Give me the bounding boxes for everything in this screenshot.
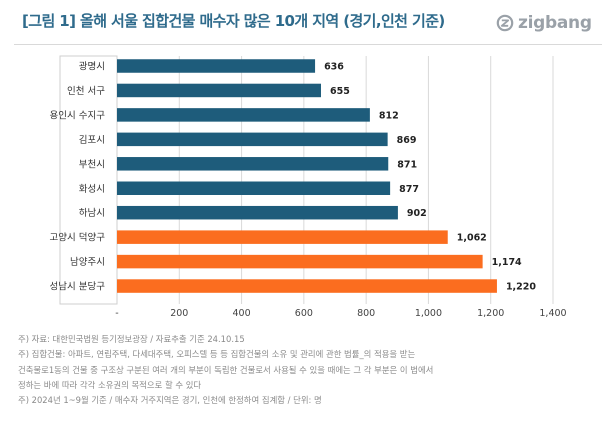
zigbang-logo-icon bbox=[496, 14, 514, 32]
footnote-definition: 주) 집합건물: 아파트, 연립주택, 다세대주택, 오피스텔 등 등 집합건물… bbox=[18, 349, 416, 360]
value-label-9: 1,220 bbox=[506, 282, 536, 293]
category-label-5: 화성시 bbox=[79, 184, 105, 195]
category-label-4: 부천시 bbox=[79, 159, 105, 170]
x-tick-label-3: 600 bbox=[295, 308, 313, 319]
category-label-8: 남양주시 bbox=[70, 257, 105, 268]
x-tick-label-5: 1,000 bbox=[415, 308, 442, 319]
value-label-1: 655 bbox=[330, 86, 350, 97]
bar-5 bbox=[117, 181, 391, 195]
category-label-9: 성남시 분당구 bbox=[50, 282, 106, 293]
value-label-0: 636 bbox=[324, 62, 344, 73]
category-label-1: 인천 서구 bbox=[67, 86, 105, 97]
bar-0 bbox=[117, 59, 316, 73]
x-tick-label-2: 400 bbox=[233, 308, 251, 319]
value-label-8: 1,174 bbox=[492, 257, 522, 268]
value-label-4: 871 bbox=[397, 159, 417, 170]
bar-9 bbox=[117, 279, 497, 293]
title-divider bbox=[14, 44, 602, 45]
category-label-7: 고양시 덕양구 bbox=[50, 233, 106, 244]
x-tick-label-0: - bbox=[115, 308, 118, 319]
x-tick-label-6: 1,200 bbox=[477, 308, 504, 319]
footnote-scope: 주) 2024년 1~9월 기준 / 매수자 거주지역은 경기, 인천에 한정하… bbox=[18, 395, 322, 406]
footnote-definition-cont: 건축물로1동의 건물 중 구조상 구분된 여러 개의 부분이 독립한 건물로서 … bbox=[18, 364, 434, 375]
category-label-3: 김포시 bbox=[79, 134, 105, 146]
bar-3 bbox=[117, 132, 388, 147]
value-label-5: 877 bbox=[399, 184, 419, 195]
category-label-6: 하남시 bbox=[79, 207, 105, 219]
category-label-2: 용인시 수지구 bbox=[50, 110, 106, 121]
footnote-definition-end: 정하는 바에 따라 각각 소유권의 목적으로 할 수 있다 bbox=[18, 379, 202, 390]
bar-6 bbox=[117, 205, 398, 220]
footnote-source: 주) 자료: 대한민국법원 등기정보광장 / 자료추출 기준 24.10.15 bbox=[18, 334, 245, 344]
category-frame bbox=[59, 55, 118, 305]
value-label-7: 1,062 bbox=[457, 233, 487, 244]
x-tick-label-7: 1,400 bbox=[539, 308, 566, 319]
value-label-2: 812 bbox=[379, 110, 399, 121]
footnotes: 주) 자료: 대한민국법원 등기정보광장 / 자료추출 기준 24.10.15 … bbox=[18, 332, 608, 408]
value-label-3: 869 bbox=[397, 135, 417, 146]
x-tick-label-1: 200 bbox=[170, 308, 188, 319]
bar-2 bbox=[117, 108, 370, 122]
bar-1 bbox=[117, 83, 321, 98]
x-tick-label-4: 800 bbox=[357, 308, 375, 319]
category-label-0: 광명시 bbox=[79, 61, 105, 73]
value-label-6: 902 bbox=[407, 208, 427, 219]
bar-chart: 광명시 636 인천 서구 655 용인시 수지구 812 김포시 869 부천시 871 화성시 8… bbox=[50, 55, 567, 319]
bar-4 bbox=[117, 157, 389, 171]
zigbang-logo-text: zigbang bbox=[518, 13, 592, 33]
bar-7 bbox=[117, 230, 448, 244]
bar-8 bbox=[117, 254, 483, 269]
zigbang-logo: zigbang bbox=[496, 11, 592, 35]
chart-title: [그림 1] 올해 서울 집합건물 매수자 많은 10개 지역 (경기,인천 기… bbox=[22, 12, 445, 30]
